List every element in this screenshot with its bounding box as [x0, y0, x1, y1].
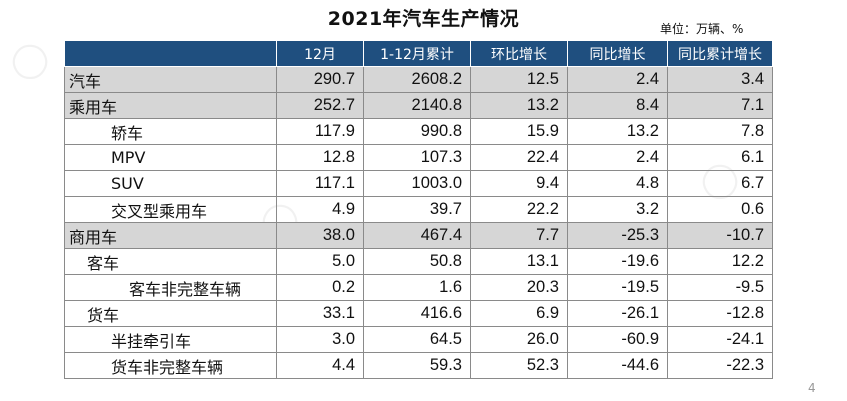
row-label: 交叉型乘用车: [64, 196, 277, 223]
table-cell: 12.5: [470, 66, 568, 93]
table-cell: 2.4: [567, 144, 668, 171]
table-cell: 22.4: [470, 144, 568, 171]
header-row: 12月 1-12月累计 环比增长 同比增长 同比累计增长: [64, 40, 773, 67]
table-cell: 12.2: [667, 248, 773, 275]
table-cell: 990.8: [363, 118, 471, 145]
production-table: 12月 1-12月累计 环比增长 同比增长 同比累计增长 汽车 290.7 2608…: [64, 40, 773, 379]
table-cell: 59.3: [363, 352, 471, 379]
unit-note: 单位：万辆、%: [660, 22, 744, 36]
table-row: 交叉型乘用车 4.9 39.7 22.2 3.2 0.6: [64, 196, 773, 223]
table-cell: 0.6: [667, 196, 773, 223]
table-cell: -22.3: [667, 352, 773, 379]
table-cell: 3.0: [276, 326, 364, 353]
row-label: 半挂牵引车: [64, 326, 277, 353]
header-cumulative: 1-12月累计: [363, 40, 471, 67]
table-cell: 1003.0: [363, 170, 471, 197]
page-number: 4: [808, 381, 816, 395]
table-cell: -12.8: [667, 300, 773, 327]
table-cell: 6.1: [667, 144, 773, 171]
row-label: MPV: [64, 144, 277, 171]
table-cell: 4.9: [276, 196, 364, 223]
watermark-logo-left: ◯: [2, 33, 56, 87]
table-cell: 117.9: [276, 118, 364, 145]
row-label: 汽车: [64, 66, 277, 93]
table-cell: 38.0: [276, 222, 364, 249]
table-cell: 2608.2: [363, 66, 471, 93]
table-cell: 3.2: [567, 196, 668, 223]
table-cell: 7.1: [667, 92, 773, 119]
header-yoy-growth: 同比增长: [567, 40, 668, 67]
table-cell: 39.7: [363, 196, 471, 223]
table-cell: 6.9: [470, 300, 568, 327]
table-cell: 467.4: [363, 222, 471, 249]
header-yoy-cumulative-growth: 同比累计增长: [667, 40, 773, 67]
table-cell: 7.7: [470, 222, 568, 249]
row-label: 客车非完整车辆: [64, 274, 277, 301]
table-cell: 8.4: [567, 92, 668, 119]
table-row: 轿车 117.9 990.8 15.9 13.2 7.8: [64, 118, 773, 145]
table-row: 汽车 290.7 2608.2 12.5 2.4 3.4: [64, 66, 773, 93]
table-cell: 2.4: [567, 66, 668, 93]
header-corner: [64, 40, 277, 67]
table-cell: 6.7: [667, 170, 773, 197]
table-row: 货车非完整车辆 4.4 59.3 52.3 -44.6 -22.3: [64, 352, 773, 379]
table-cell: -25.3: [567, 222, 668, 249]
row-label: 轿车: [64, 118, 277, 145]
table-cell: 13.1: [470, 248, 568, 275]
table-cell: 1.6: [363, 274, 471, 301]
table-cell: 13.2: [567, 118, 668, 145]
table-cell: 52.3: [470, 352, 568, 379]
table-cell: 50.8: [363, 248, 471, 275]
table-cell: 15.9: [470, 118, 568, 145]
table-cell: -10.7: [667, 222, 773, 249]
table-row: 商用车 38.0 467.4 7.7 -25.3 -10.7: [64, 222, 773, 249]
table-cell: 0.2: [276, 274, 364, 301]
table-cell: -44.6: [567, 352, 668, 379]
table-cell: 107.3: [363, 144, 471, 171]
table-cell: 4.8: [567, 170, 668, 197]
table-cell: 2140.8: [363, 92, 471, 119]
table-cell: -26.1: [567, 300, 668, 327]
table-row: 货车 33.1 416.6 6.9 -26.1 -12.8: [64, 300, 773, 327]
table-cell: 26.0: [470, 326, 568, 353]
table-row: 乘用车 252.7 2140.8 13.2 8.4 7.1: [64, 92, 773, 119]
table-title: 2021年汽车生产情况: [327, 8, 520, 30]
table-cell: -19.5: [567, 274, 668, 301]
row-label: 客车: [64, 248, 277, 275]
table-cell: 7.8: [667, 118, 773, 145]
table-cell: 4.4: [276, 352, 364, 379]
table-cell: 20.3: [470, 274, 568, 301]
table-cell: -9.5: [667, 274, 773, 301]
table-row: MPV 12.8 107.3 22.4 2.4 6.1: [64, 144, 773, 171]
table-cell: 33.1: [276, 300, 364, 327]
table-cell: -24.1: [667, 326, 773, 353]
table-cell: 416.6: [363, 300, 471, 327]
table-cell: 5.0: [276, 248, 364, 275]
table-cell: 252.7: [276, 92, 364, 119]
table-cell: 64.5: [363, 326, 471, 353]
header-month: 12月: [276, 40, 364, 67]
row-label: 商用车: [64, 222, 277, 249]
row-label: 货车: [64, 300, 277, 327]
table-cell: 290.7: [276, 66, 364, 93]
row-label: 货车非完整车辆: [64, 352, 277, 379]
table-row: SUV 117.1 1003.0 9.4 4.8 6.7: [64, 170, 773, 197]
table-cell: 3.4: [667, 66, 773, 93]
table-body: 汽车 290.7 2608.2 12.5 2.4 3.4 乘用车 252.7 2140.8 13.…: [64, 66, 773, 379]
table-cell: -60.9: [567, 326, 668, 353]
header-mom-growth: 环比增长: [470, 40, 568, 67]
table-cell: 12.8: [276, 144, 364, 171]
table-row: 客车 5.0 50.8 13.1 -19.6 12.2: [64, 248, 773, 275]
table-cell: 117.1: [276, 170, 364, 197]
table-row: 客车非完整车辆 0.2 1.6 20.3 -19.5 -9.5: [64, 274, 773, 301]
table-cell: 13.2: [470, 92, 568, 119]
table-cell: 22.2: [470, 196, 568, 223]
table-cell: -19.6: [567, 248, 668, 275]
table-cell: 9.4: [470, 170, 568, 197]
table-row: 半挂牵引车 3.0 64.5 26.0 -60.9 -24.1: [64, 326, 773, 353]
row-label: 乘用车: [64, 92, 277, 119]
row-label: SUV: [64, 170, 277, 197]
